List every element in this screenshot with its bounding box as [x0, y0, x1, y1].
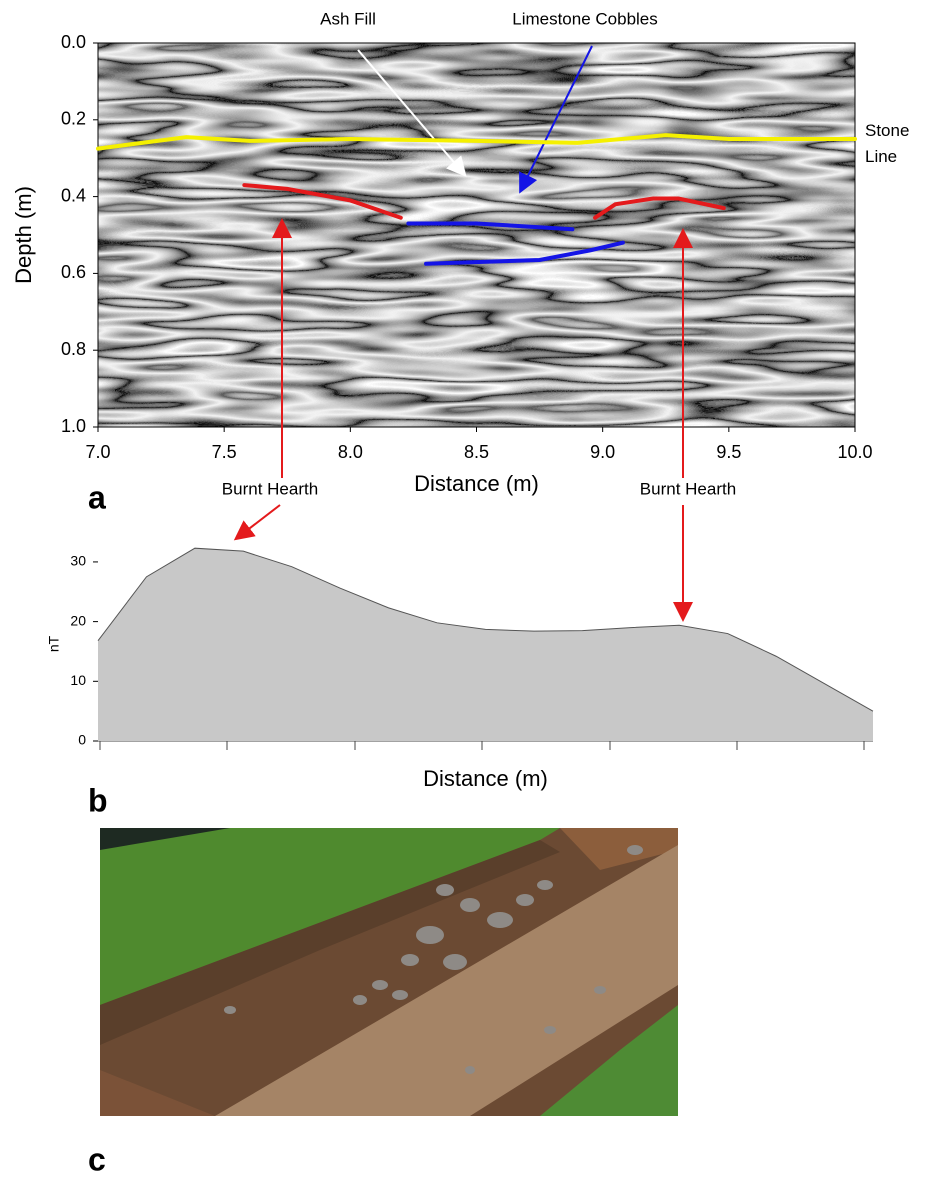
annotation: Burnt Hearth: [640, 479, 736, 498]
x-tick-label: 7.0: [85, 442, 110, 462]
x-tick-label: 8.0: [338, 442, 363, 462]
excavation-photo: [100, 828, 678, 1116]
x-axis-b: [98, 740, 873, 750]
x-tick-label: 10.0: [837, 442, 872, 462]
area-outline: [97, 547, 874, 712]
annotation: Stone Line: [865, 121, 909, 166]
y-tick-label: 20: [70, 612, 86, 628]
y-tick-label: 0.8: [61, 339, 86, 359]
x-axis-label: Distance (m): [414, 471, 539, 496]
area: [98, 548, 873, 741]
trace-line: [406, 221, 575, 232]
annotation: Limestone Cobbles: [512, 9, 658, 28]
y-tick-label: 1.0: [61, 416, 86, 436]
y-tick-label: 30: [70, 553, 86, 569]
y-tick-label: 0: [78, 732, 86, 748]
trace-line: [593, 196, 726, 220]
panel-label: a: [88, 479, 106, 515]
trace-line: [242, 183, 403, 220]
y-axis-label: Depth (m): [11, 186, 36, 284]
x-tick-label: 8.5: [464, 442, 489, 462]
y-tick-label: 0.2: [61, 109, 86, 129]
arrows: [233, 45, 693, 622]
y-tick-label: 0.0: [61, 32, 86, 52]
annotation: Ash Fill: [320, 9, 376, 28]
x-axis-label: Distance (m): [423, 766, 548, 791]
x-tick-label: 7.5: [212, 442, 237, 462]
y-tick-label: 0.6: [61, 262, 86, 282]
x-tick-label: 9.5: [716, 442, 741, 462]
trace-line: [424, 240, 625, 266]
y-tick-label: 10: [70, 672, 86, 688]
y-tick-label: 0.4: [61, 185, 86, 205]
x-tick-label: 9.0: [590, 442, 615, 462]
y-axis-label: nT: [46, 635, 62, 652]
panel-label: b: [88, 782, 108, 818]
trace-line: [96, 133, 857, 151]
panel-label: c: [88, 1141, 106, 1177]
radargram: [98, 43, 855, 427]
annotation: Burnt Hearth: [222, 479, 318, 498]
